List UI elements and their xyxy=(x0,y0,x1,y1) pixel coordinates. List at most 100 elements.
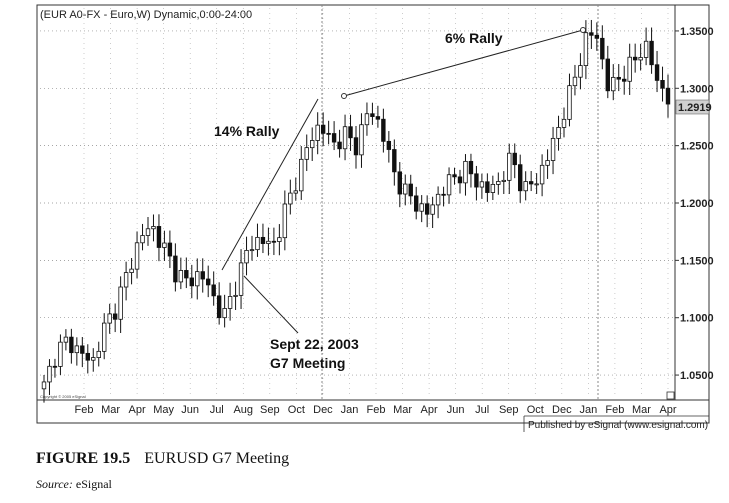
x-tick-label: Apr xyxy=(129,404,146,416)
rally-6pct-start-marker xyxy=(341,93,347,99)
candle-body xyxy=(468,160,474,175)
candle-body xyxy=(216,295,222,319)
candle-body xyxy=(69,336,74,354)
candle-body xyxy=(654,64,660,81)
candle-body xyxy=(501,179,506,182)
y-tick-label: 1.3000 xyxy=(680,83,714,95)
x-tick-label: Mar xyxy=(632,404,651,416)
x-tick-label: Oct xyxy=(527,404,544,416)
candle-body xyxy=(616,76,621,80)
last-price-value: 1.2919 xyxy=(678,102,712,114)
x-tick-label: Apr xyxy=(659,404,676,416)
candle-body xyxy=(605,58,610,92)
x-tick-label: Feb xyxy=(367,404,386,416)
candle-body xyxy=(282,203,288,239)
candle-body xyxy=(370,113,375,117)
candle-body xyxy=(91,357,96,361)
candle-body xyxy=(304,147,309,160)
candle-body xyxy=(63,336,69,343)
publisher-text: Published by eSignal (www.esignal.com) xyxy=(528,420,708,431)
copyright-text: Copyright © 2005 eSignal xyxy=(40,394,86,399)
candle-body xyxy=(353,137,359,156)
rally-14pct-label: 14% Rally xyxy=(214,123,280,139)
candle-body xyxy=(359,124,364,156)
candle-body xyxy=(632,56,638,61)
candle-body xyxy=(96,350,101,358)
candle-body xyxy=(594,34,600,39)
x-tick-label: Jan xyxy=(341,404,359,416)
candle-body xyxy=(238,262,244,296)
x-tick-label: Feb xyxy=(605,404,624,416)
candle-body xyxy=(561,118,567,128)
candle-body xyxy=(518,164,523,192)
candle-body xyxy=(545,160,550,166)
candle-body xyxy=(463,160,468,184)
candle-body xyxy=(184,270,189,279)
x-tick-label: Jun xyxy=(181,404,199,416)
x-tick-label: Jun xyxy=(447,404,465,416)
candle-body xyxy=(496,181,501,185)
candle-body xyxy=(397,171,402,195)
candle-body xyxy=(550,137,556,161)
candle-body xyxy=(277,237,282,242)
candle-body xyxy=(74,345,80,354)
x-tick-label: Mar xyxy=(101,404,120,416)
price-chart: 1.3500 1.3000 1.2500 1.2000 1.1500 1.1000 1.05… xyxy=(36,4,714,432)
y-tick-label: 1.1000 xyxy=(680,313,714,325)
candle-body xyxy=(419,203,424,212)
candle-body xyxy=(424,203,430,215)
candle-body xyxy=(162,242,167,248)
candle-body xyxy=(173,255,178,283)
candle-body xyxy=(381,118,386,142)
x-tick-label: Aug xyxy=(233,404,253,416)
candle-body xyxy=(288,192,293,205)
g7-meeting-label: G7 Meeting xyxy=(270,355,345,371)
candle-body xyxy=(233,294,238,297)
figure-title: EURUSD G7 Meeting xyxy=(144,450,290,467)
candle-body xyxy=(507,152,512,181)
y-tick-label: 1.1500 xyxy=(680,255,714,267)
rally-14pct-line xyxy=(221,98,319,271)
candle-body xyxy=(151,226,156,230)
candle-body xyxy=(479,181,485,188)
chart-frame: 1.3500 1.3000 1.2500 1.2000 1.1500 1.1000 1.05… xyxy=(36,4,714,432)
candle-body xyxy=(512,152,517,166)
plot-frame xyxy=(36,4,710,424)
candle-body xyxy=(299,158,304,192)
candle-body xyxy=(375,116,381,120)
candle-body xyxy=(534,183,539,186)
candle-body xyxy=(195,271,200,287)
candle-body xyxy=(627,56,632,82)
candle-body xyxy=(485,181,490,193)
x-tick-label: May xyxy=(153,404,174,416)
candle-body xyxy=(474,173,479,188)
candle-body xyxy=(227,296,233,309)
x-tick-label: Dec xyxy=(313,404,333,416)
last-price-badge xyxy=(675,99,710,115)
candle-body xyxy=(331,133,337,143)
chart-header: (EUR A0-FX - Euro,W) Dynamic,0:00-24:00 xyxy=(40,9,252,21)
candle-body xyxy=(342,126,348,150)
candle-body xyxy=(271,240,277,243)
candle-body xyxy=(134,242,140,270)
x-tick-label: Oct xyxy=(288,404,305,416)
candle-body xyxy=(589,32,594,36)
rally-6pct-line xyxy=(343,29,584,97)
rally-6pct-label: 6% Rally xyxy=(445,30,503,46)
rally-6pct-end-marker xyxy=(580,27,586,33)
candle-body xyxy=(178,270,184,283)
candle-body xyxy=(315,124,320,141)
candle-body xyxy=(600,37,605,60)
candle-body xyxy=(523,181,528,192)
x-tick-label: Sep xyxy=(260,404,280,416)
x-tick-label: Sep xyxy=(499,404,519,416)
figure-number: FIGURE 19.5 xyxy=(36,450,131,467)
candle-body xyxy=(255,236,260,251)
candle-body xyxy=(457,176,463,184)
source-label: Source: xyxy=(36,477,73,491)
x-tick-label: Jan xyxy=(579,404,597,416)
candle-body xyxy=(348,126,353,139)
candle-body xyxy=(611,76,616,92)
y-tick-label: 1.2500 xyxy=(680,141,714,153)
g7-pointer-line xyxy=(243,275,299,334)
